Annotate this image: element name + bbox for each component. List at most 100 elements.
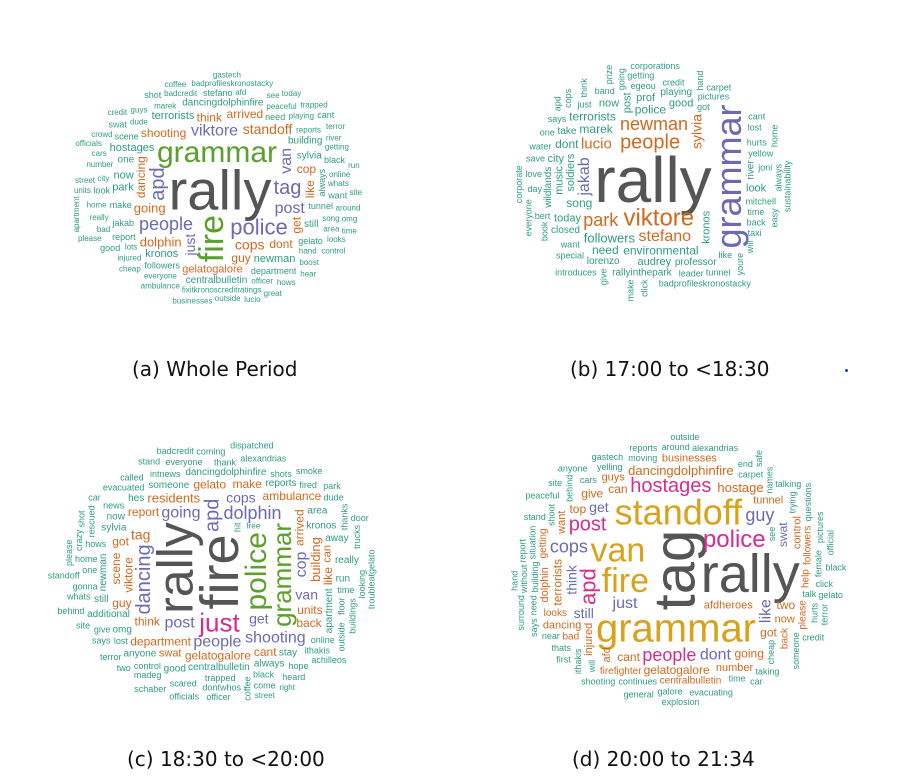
word-arrived: arrived — [227, 107, 264, 121]
word-think: think — [563, 564, 579, 595]
word-post: post — [622, 92, 634, 113]
word-always: always — [773, 164, 783, 192]
word-tunnel: tunnel — [706, 268, 731, 278]
word-cant: cant — [317, 110, 335, 120]
word-get: get — [249, 610, 269, 626]
word-great: great — [264, 289, 283, 298]
word-hurts: hurts — [747, 137, 768, 147]
word-bad: bad — [97, 225, 110, 234]
word-dancingdolphinfire: dancingdolphinfire — [182, 97, 264, 108]
word-someone: someone — [148, 480, 190, 491]
word-can: can — [322, 545, 334, 563]
word-music: music — [554, 166, 566, 195]
word-whats: whats — [327, 179, 349, 188]
word-dancing: dancing — [543, 620, 582, 632]
word-hear: hear — [300, 270, 316, 279]
word-shoot: shoot — [547, 503, 557, 526]
word-evacuating: evacuating — [689, 688, 733, 698]
word-boost: boost — [299, 258, 319, 267]
word-run: run — [336, 574, 350, 585]
word-cant: cant — [617, 650, 640, 664]
word-injured: injured — [583, 623, 595, 656]
word-get: get — [589, 499, 609, 515]
word-area: area — [307, 505, 327, 516]
word-coffee: coffee — [165, 80, 187, 89]
word-come: come — [254, 680, 276, 690]
word-department: department — [251, 266, 297, 276]
word-site: site — [76, 620, 90, 630]
word-lost: lost — [748, 122, 763, 132]
word-want: want — [327, 191, 348, 201]
word-think: think — [135, 615, 161, 629]
word-mitchell: mitchell — [745, 197, 776, 207]
word-rally: rally — [594, 144, 711, 216]
word-terror: terror — [820, 604, 830, 626]
word-carpet: carpet — [706, 82, 732, 92]
word-apd: apd — [147, 167, 169, 200]
word-stefano: stefano — [203, 88, 233, 98]
word-businesses: businesses — [172, 296, 212, 305]
word-need: need — [529, 595, 539, 615]
word-city: city — [97, 174, 109, 183]
word-still: still — [304, 219, 318, 230]
word-home: home — [770, 125, 780, 148]
word-prize: prize — [604, 65, 614, 85]
word-afd: afd — [235, 88, 246, 97]
word-terror: terror — [326, 122, 345, 131]
word-dont: dont — [555, 137, 579, 151]
word-got: got — [760, 625, 777, 639]
word-terrorists: terrorists — [569, 110, 616, 124]
word-cops: cops — [550, 537, 588, 557]
word-guy: guy — [745, 505, 774, 525]
word-hope: hope — [288, 661, 308, 671]
word-apd: apd — [553, 96, 563, 111]
word-general: general — [624, 689, 654, 699]
word-dontwhos: dontwhos — [202, 682, 241, 692]
word-dude: dude — [130, 117, 148, 126]
word-prof: prof — [636, 92, 656, 104]
word-questions: questions — [803, 482, 813, 521]
word-getting: getting — [325, 143, 349, 152]
word-think: think — [197, 110, 223, 124]
word-gelatogalore: gelatogalore — [182, 263, 243, 275]
word-just: just — [198, 607, 240, 637]
word-official: official — [826, 530, 836, 555]
word-get: get — [290, 216, 304, 233]
word-looks: looks — [327, 235, 346, 244]
word-dancingdolphinfire: dancingdolphinfire — [628, 463, 734, 478]
word-fire: fire — [602, 562, 649, 600]
word-area: area — [323, 224, 340, 233]
word-always: always — [254, 659, 285, 670]
word-scene: scene — [109, 552, 123, 584]
word-now: now — [599, 98, 619, 110]
word-stefano: stefano — [639, 228, 692, 245]
word-lorenzo: lorenzo — [587, 256, 620, 267]
word-river: river — [746, 160, 757, 180]
word-cant: cant — [254, 645, 277, 659]
word-give: give — [94, 624, 111, 634]
word-badprofileskronostacky: badprofileskronostacky — [659, 278, 752, 288]
word-shot: shot — [144, 90, 162, 100]
word-song: song — [566, 196, 592, 210]
word-egeou: egeou — [631, 81, 656, 91]
word-peaceful: peaceful — [525, 491, 559, 501]
word-cops: cops — [563, 88, 573, 108]
word-badcredit: badcredit — [164, 89, 198, 98]
word-make: make — [110, 200, 132, 210]
word-kronos: kronos — [145, 248, 179, 260]
word-gelatogalore: gelatogalore — [644, 663, 710, 677]
word-credit: credit — [108, 108, 128, 117]
word-explosion: explosion — [662, 697, 700, 707]
word-omg: omg — [342, 215, 358, 224]
word-sylvia: sylvia — [297, 151, 322, 162]
word-grammar: grammar — [596, 607, 756, 651]
word-car: car — [750, 676, 763, 686]
word-yelling: yelling — [597, 462, 623, 472]
word-love: love — [525, 169, 542, 179]
word-dispatched: dispatched — [230, 441, 274, 451]
word-says: says — [92, 636, 111, 646]
word-safe: safe — [754, 450, 764, 467]
stray-dot — [845, 369, 848, 372]
word-yellow: yellow — [748, 148, 774, 158]
word-lucio: lucio — [581, 136, 612, 153]
